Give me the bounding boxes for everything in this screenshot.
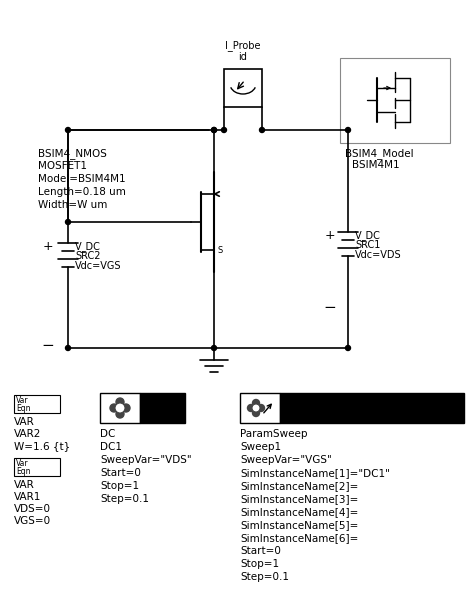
Text: Step=0.1: Step=0.1 (100, 494, 149, 504)
Text: Eqn: Eqn (16, 404, 30, 413)
Bar (140, 393, 185, 423)
Circle shape (110, 404, 118, 412)
Circle shape (116, 410, 124, 418)
Text: SweepVar="VDS": SweepVar="VDS" (100, 455, 191, 465)
Circle shape (253, 409, 259, 416)
Bar (340, 58, 450, 143)
Text: VAR1: VAR1 (14, 492, 41, 502)
Text: Eqn: Eqn (16, 467, 30, 476)
Text: +: + (43, 240, 53, 253)
Text: DC1: DC1 (100, 442, 122, 452)
Circle shape (211, 128, 217, 132)
Text: SimInstanceName[5]=: SimInstanceName[5]= (240, 520, 358, 530)
Circle shape (253, 400, 259, 406)
Text: −: − (324, 300, 337, 315)
Circle shape (65, 346, 71, 351)
Text: SimInstanceName[4]=: SimInstanceName[4]= (240, 507, 358, 517)
Text: SimInstanceName[1]="DC1": SimInstanceName[1]="DC1" (240, 468, 390, 478)
Text: Stop=1: Stop=1 (100, 481, 139, 491)
Circle shape (252, 404, 260, 412)
Text: Sweep1: Sweep1 (240, 442, 281, 452)
Text: MOSFET1: MOSFET1 (38, 161, 87, 171)
Text: Var: Var (16, 396, 28, 405)
Text: −: − (42, 338, 55, 353)
Text: Start=0: Start=0 (100, 468, 141, 478)
Text: SRC1: SRC1 (355, 240, 380, 250)
Text: V_DC: V_DC (75, 241, 101, 252)
Circle shape (221, 128, 227, 132)
Text: Width=W um: Width=W um (38, 200, 108, 210)
Text: BSIM4_NMOS: BSIM4_NMOS (38, 148, 107, 159)
Circle shape (211, 346, 217, 351)
Circle shape (259, 128, 264, 132)
Bar (240, 393, 280, 423)
Text: SRC2: SRC2 (75, 251, 100, 261)
Text: PARAMETER SWEEP: PARAMETER SWEEP (285, 399, 423, 412)
Circle shape (247, 405, 255, 411)
Text: I_Probe: I_Probe (225, 40, 261, 51)
Text: SweepVar="VGS": SweepVar="VGS" (240, 455, 332, 465)
Text: S: S (218, 246, 223, 255)
Circle shape (116, 398, 124, 406)
Text: VAR: VAR (14, 480, 35, 490)
Text: Vdc=VGS: Vdc=VGS (75, 261, 121, 271)
Bar (280, 393, 464, 423)
Text: DC: DC (100, 429, 115, 439)
Text: BSIM4M1: BSIM4M1 (352, 160, 400, 170)
Text: Model=BSIM4M1: Model=BSIM4M1 (38, 174, 126, 184)
Text: VGS=0: VGS=0 (14, 516, 51, 526)
Circle shape (122, 404, 130, 412)
Bar (224, 69, 262, 107)
Circle shape (65, 219, 71, 224)
Text: SimInstanceName[3]=: SimInstanceName[3]= (240, 494, 358, 504)
Text: SimInstanceName[6]=: SimInstanceName[6]= (240, 533, 358, 543)
Bar (100, 393, 140, 423)
Text: ParamSweep: ParamSweep (240, 429, 308, 439)
Circle shape (346, 128, 350, 132)
Text: VDS=0: VDS=0 (14, 504, 51, 514)
Text: Vdc=VDS: Vdc=VDS (355, 250, 401, 260)
Text: VAR: VAR (14, 417, 35, 427)
Circle shape (211, 128, 217, 132)
Text: V_DC: V_DC (355, 230, 381, 241)
Text: DC: DC (146, 398, 174, 416)
Text: VAR2: VAR2 (14, 429, 41, 439)
Circle shape (65, 128, 71, 132)
Text: BSIM4_Model: BSIM4_Model (345, 148, 414, 159)
Text: W=1.6 {t}: W=1.6 {t} (14, 441, 70, 451)
Text: Length=0.18 um: Length=0.18 um (38, 187, 126, 197)
Text: id: id (238, 52, 247, 62)
Text: Step=0.1: Step=0.1 (240, 572, 289, 582)
Circle shape (257, 405, 264, 411)
Text: +: + (325, 229, 335, 242)
Circle shape (115, 403, 125, 413)
Circle shape (346, 346, 350, 351)
Text: Var: Var (16, 459, 28, 468)
Text: Start=0: Start=0 (240, 546, 281, 556)
Text: Stop=1: Stop=1 (240, 559, 279, 569)
Text: SimInstanceName[2]=: SimInstanceName[2]= (240, 481, 358, 491)
